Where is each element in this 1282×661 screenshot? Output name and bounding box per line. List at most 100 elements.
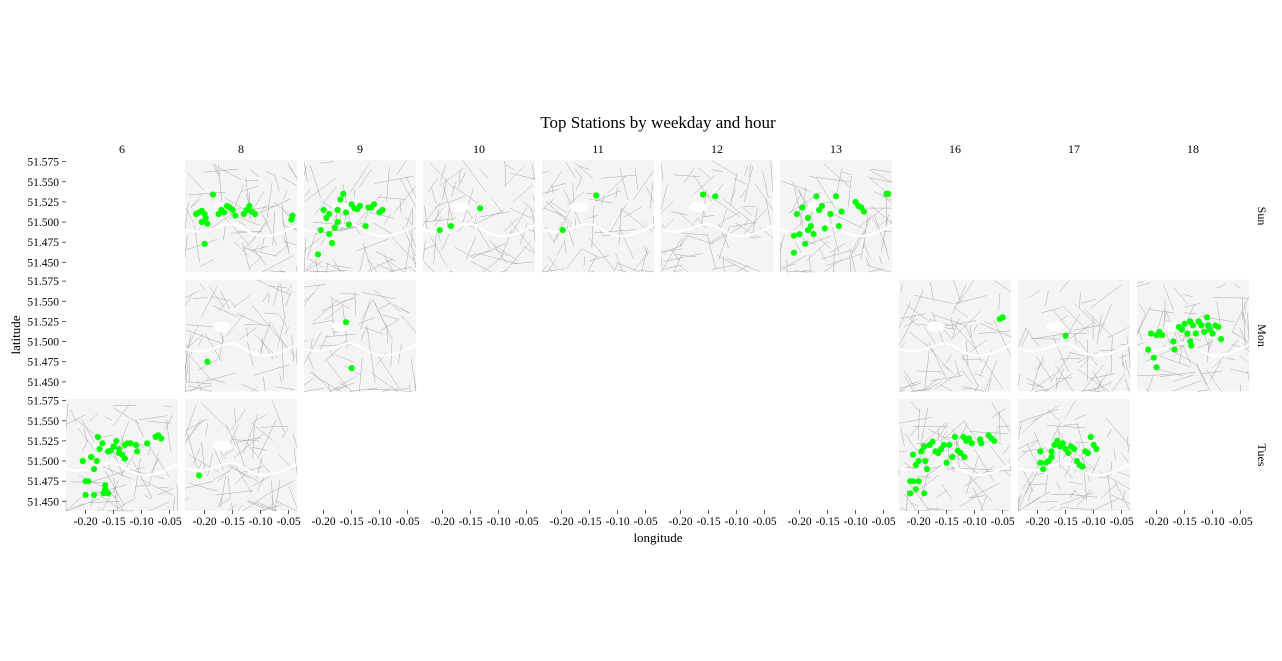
x-axis-label: longitude [633, 530, 682, 545]
station-point [790, 249, 798, 256]
station-point [1217, 336, 1225, 343]
street-lines [65, 404, 179, 512]
x-tick-label: -0.20 [1026, 516, 1050, 528]
river-thames [303, 342, 417, 357]
station-point [195, 472, 203, 479]
x-tick-label: -0.20 [431, 516, 455, 528]
station-point [337, 196, 344, 203]
station-point [447, 223, 455, 230]
x-tick-label: -0.20 [669, 516, 693, 528]
station-point [712, 193, 719, 200]
basemap-background [304, 160, 416, 272]
basemap-background [542, 160, 654, 272]
x-tick-label: -0.10 [368, 516, 392, 528]
station-point [345, 221, 352, 228]
station-point [1065, 449, 1072, 457]
hour-strip-label: 8 [238, 142, 244, 156]
station-point [314, 251, 322, 258]
station-point [832, 193, 840, 200]
station-point [90, 466, 98, 473]
x-tick-label: -0.10 [606, 516, 630, 528]
y-tick-label: 51.475 [27, 237, 59, 249]
x-tick-label: -0.15 [935, 516, 959, 528]
hour-strip-label: 13 [830, 142, 842, 156]
y-tick-label: 51.550 [27, 296, 59, 308]
station-point [804, 214, 812, 222]
station-point [921, 443, 928, 450]
station-point [949, 453, 956, 461]
y-tick-label: 51.450 [27, 257, 59, 269]
river-thames [184, 222, 298, 238]
x-tick-label: -0.20 [550, 516, 574, 528]
station-point [436, 227, 443, 234]
y-tick-label: 51.500 [27, 456, 59, 468]
weekday-strip-label: Sun [1255, 207, 1269, 226]
x-tick-label: -0.20 [788, 516, 812, 528]
basemap-background [899, 279, 1011, 392]
station-point [909, 478, 917, 485]
x-tick-label: -0.05 [753, 516, 777, 528]
station-point [204, 358, 211, 365]
y-axis-label: latitude [8, 315, 23, 354]
basemap-background [304, 279, 416, 392]
station-point [799, 204, 806, 211]
park-area [1045, 321, 1064, 332]
river-thames [184, 342, 298, 357]
station-point [1048, 448, 1055, 455]
park-area [212, 441, 231, 452]
station-point [1054, 437, 1061, 444]
station-point [232, 212, 239, 219]
y-tick-label: 51.475 [27, 357, 59, 369]
station-point [331, 224, 338, 231]
station-point [1170, 338, 1177, 345]
station-point [821, 225, 828, 232]
station-point [1159, 332, 1166, 339]
station-point [1192, 330, 1199, 337]
facet-panel-mon-16 [898, 279, 1012, 392]
station-point [93, 457, 100, 465]
basemap-background [185, 279, 297, 392]
facet-panels [65, 160, 1250, 512]
y-tick-label: 51.475 [27, 476, 59, 488]
station-point [929, 438, 936, 445]
station-point [85, 478, 92, 485]
station-point [793, 210, 800, 218]
station-point [1188, 342, 1195, 349]
x-tick-label: -0.05 [872, 516, 896, 528]
station-point [102, 482, 109, 489]
basemap-background [1018, 279, 1130, 392]
station-point [379, 206, 386, 214]
station-point [94, 433, 101, 440]
station-point [334, 218, 341, 226]
y-tick-label: 51.525 [27, 197, 59, 209]
station-point [113, 437, 120, 444]
station-point [221, 209, 228, 216]
hour-strip-label: 18 [1187, 142, 1199, 156]
river-thames [898, 461, 1012, 477]
street-lines [1017, 400, 1131, 512]
station-point [1059, 440, 1066, 447]
hour-strip-label: 10 [473, 142, 485, 156]
hour-strip-label: 6 [119, 142, 125, 156]
y-tick-label: 51.550 [27, 416, 59, 428]
y-tick-label: 51.575 [27, 276, 59, 288]
weekday-strip-label: Tues [1255, 444, 1269, 467]
y-tick-label: 51.450 [27, 377, 59, 389]
station-point [1079, 463, 1086, 470]
x-tick-label: -0.10 [1201, 516, 1225, 528]
station-point [946, 441, 953, 448]
station-point [1209, 330, 1216, 337]
station-point [978, 440, 985, 447]
y-tick-label: 51.550 [27, 177, 59, 189]
hour-strip-label: 9 [357, 142, 363, 156]
station-point [1087, 433, 1094, 440]
x-tick-label: -0.10 [487, 516, 511, 528]
station-point [320, 206, 327, 214]
station-point [968, 440, 975, 447]
x-tick-label: -0.10 [1082, 516, 1106, 528]
river-thames [1017, 342, 1131, 357]
station-point [923, 466, 931, 473]
station-point [838, 208, 845, 215]
y-tick-label: 51.500 [27, 337, 59, 349]
station-point [991, 437, 998, 444]
